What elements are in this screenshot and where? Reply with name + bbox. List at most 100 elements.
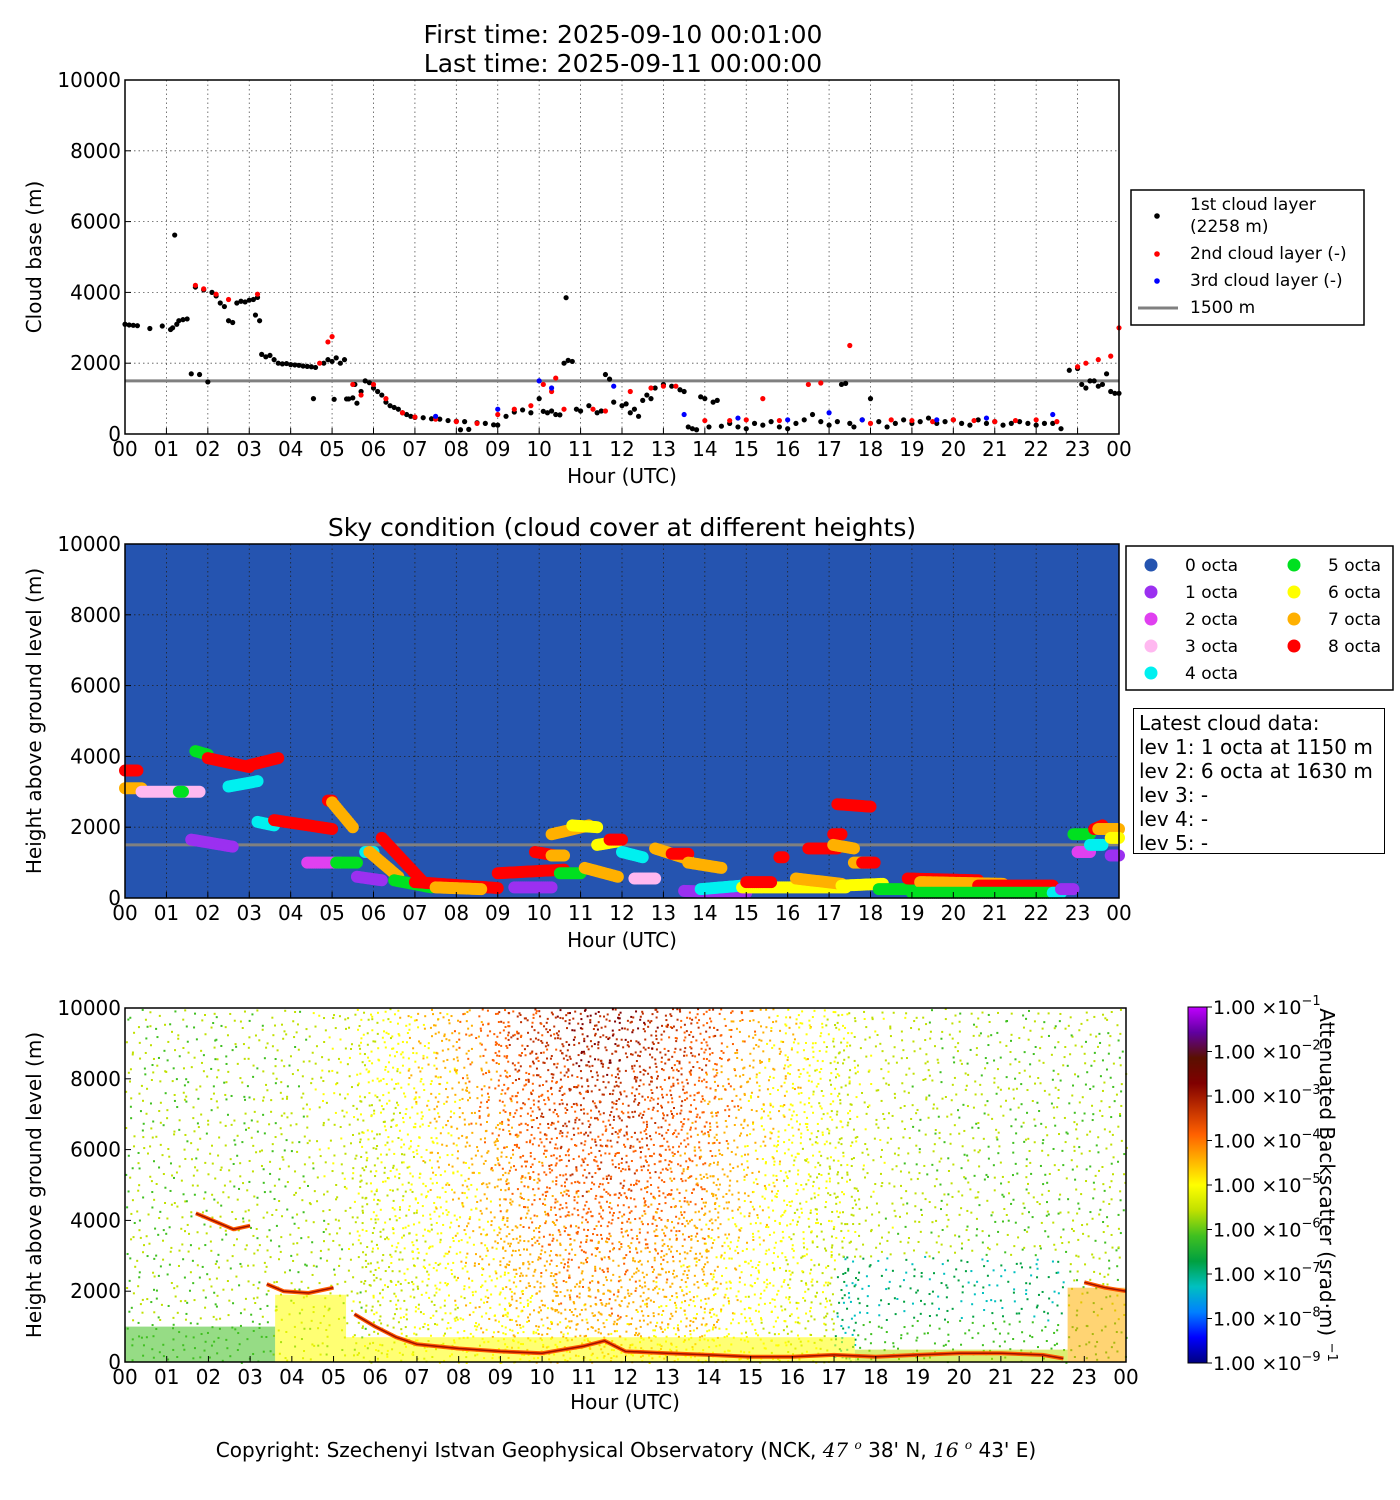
backscatter-pixel [546,1333,549,1336]
backscatter-pixel [158,1014,161,1017]
backscatter-pixel [164,1092,167,1095]
backscatter-pixel [504,1326,507,1329]
backscatter-pixel [407,1069,410,1072]
backscatter-pixel [326,1259,329,1262]
backscatter-pixel [427,1229,430,1232]
backscatter-pixel [250,1119,253,1122]
backscatter-pixel [182,1018,185,1021]
backscatter-pixel [495,1126,498,1129]
backscatter-pixel [281,1097,284,1100]
backscatter-pixel [470,1157,473,1160]
layer1-point [644,392,650,398]
backscatter-pixel [546,1048,549,1051]
backscatter-pixel [488,1182,491,1185]
backscatter-pixel [274,1058,277,1061]
backscatter-pixel [446,1282,449,1285]
backscatter-pixel [575,1225,578,1228]
backscatter-pixel [574,1181,577,1184]
backscatter-pixel [541,1034,544,1037]
layer2-point [743,417,749,423]
backscatter-pixel [474,1306,477,1309]
backscatter-pixel [224,1026,227,1029]
backscatter-pixel [569,1057,572,1060]
backscatter-pixel [285,1033,288,1036]
backscatter-pixel [302,1060,305,1063]
backscatter-pixel [577,1054,580,1057]
backscatter-pixel [548,1029,551,1032]
backscatter-pixel [350,1086,353,1089]
backscatter-pixel [608,1289,611,1292]
layer1-point [346,396,352,402]
backscatter-pixel [612,1211,615,1214]
backscatter-pixel [538,1108,541,1111]
backscatter-pixel [138,1184,141,1187]
backscatter-pixel [259,1150,262,1153]
backscatter-pixel [365,1159,368,1162]
backscatter-pixel [547,1098,550,1101]
backscatter-pixel [503,1273,506,1276]
backscatter-pixel [540,1271,543,1274]
backscatter-pixel [598,1251,601,1254]
layer1-point [1108,388,1114,395]
backscatter-pixel [556,1254,559,1257]
backscatter-pixel [378,1133,381,1136]
backscatter-pixel [490,1168,493,1171]
backscatter-pixel [463,1123,466,1126]
backscatter-pixel [450,1269,453,1272]
backscatter-pixel [601,1195,604,1198]
backscatter-pixel [219,1226,222,1229]
backscatter-pixel [308,1202,311,1205]
backscatter-pixel [167,1147,170,1150]
backscatter-pixel [594,1267,597,1270]
backscatter-pixel [391,1227,394,1230]
backscatter-pixel [486,1106,489,1109]
backscatter-pixel [402,1234,405,1237]
backscatter-pixel [345,1111,348,1114]
backscatter-pixel [346,1093,349,1096]
backscatter-pixel [494,1144,497,1147]
backscatter-pixel [213,1046,216,1049]
backscatter-pixel [577,1266,580,1269]
backscatter-pixel [486,1220,489,1223]
backscatter-pixel [410,1074,413,1077]
layer1-point [379,392,385,398]
backscatter-pixel [590,1253,593,1256]
backscatter-pixel [527,1267,530,1270]
backscatter-pixel [196,1184,199,1187]
backscatter-pixel [565,1178,568,1181]
backscatter-pixel [552,1111,555,1114]
backscatter-pixel [517,1061,520,1064]
backscatter-pixel [361,1196,364,1199]
octa-legend-label-7: 7 octa [1328,610,1381,630]
backscatter-pixel [550,1259,553,1262]
backscatter-pixel [303,1180,306,1183]
backscatter-pixel [213,1012,216,1015]
layer1-point [975,417,981,423]
backscatter-pixel [467,1099,470,1102]
backscatter-pixel [573,1085,576,1088]
backscatter-pixel [512,1281,515,1284]
backscatter-pixel [516,1015,519,1018]
backscatter-pixel [219,1168,222,1171]
backscatter-pixel [499,1264,502,1267]
backscatter-pixel [497,1062,500,1065]
layer3-point [536,378,542,384]
backscatter-pixel [532,1332,535,1335]
backscatter-pixel [269,1172,272,1175]
backscatter-pixel [456,1019,459,1022]
backscatter-pixel [288,1064,291,1067]
layer2-point [992,419,998,425]
backscatter-pixel [572,1300,575,1303]
backscatter-pixel [301,1199,304,1202]
backscatter-pixel [587,1153,590,1156]
backscatter-pixel [341,1248,344,1251]
backscatter-pixel [156,1064,159,1067]
backscatter-pixel [523,1103,526,1106]
backscatter-pixel [370,1115,373,1118]
backscatter-pixel [138,1276,141,1279]
backscatter-pixel [400,1146,403,1149]
backscatter-pixel [389,1253,392,1256]
x-tick-label: 10 [526,437,551,461]
backscatter-pixel [412,1283,415,1286]
backscatter-pixel [254,1034,257,1037]
